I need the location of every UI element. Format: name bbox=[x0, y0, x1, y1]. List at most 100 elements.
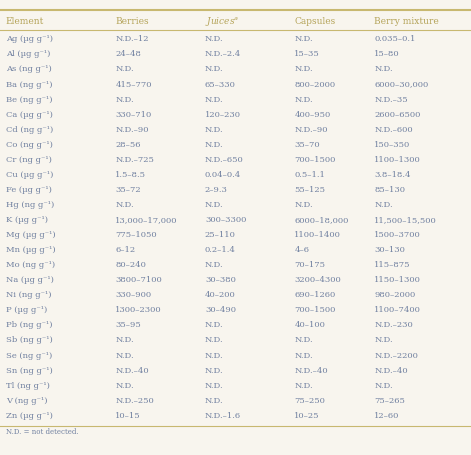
Text: 0.035–0.1: 0.035–0.1 bbox=[374, 35, 416, 43]
Text: 30–380: 30–380 bbox=[205, 276, 236, 284]
Text: 1300–2300: 1300–2300 bbox=[115, 306, 162, 314]
Text: N.D.–250: N.D.–250 bbox=[115, 397, 154, 404]
Text: N.D.: N.D. bbox=[294, 337, 313, 344]
Text: N.D. = not detected.: N.D. = not detected. bbox=[6, 428, 78, 435]
Text: 2–9.3: 2–9.3 bbox=[205, 186, 228, 194]
Text: N.D.–90: N.D.–90 bbox=[115, 126, 149, 134]
Text: Mo (ng g⁻¹): Mo (ng g⁻¹) bbox=[6, 261, 55, 269]
Text: 700–1500: 700–1500 bbox=[294, 306, 336, 314]
Text: Ba (ng g⁻¹): Ba (ng g⁻¹) bbox=[6, 81, 52, 89]
Text: 1150–1300: 1150–1300 bbox=[374, 276, 422, 284]
Text: N.D.: N.D. bbox=[205, 35, 224, 43]
Text: Capsules: Capsules bbox=[294, 17, 336, 26]
Text: Se (ng g⁻¹): Se (ng g⁻¹) bbox=[6, 352, 52, 359]
Text: 0.2–1.4: 0.2–1.4 bbox=[205, 246, 236, 254]
Text: 24–48: 24–48 bbox=[115, 51, 141, 58]
Text: N.D.–650: N.D.–650 bbox=[205, 156, 244, 164]
Text: 15–80: 15–80 bbox=[374, 51, 400, 58]
Text: N.D.–90: N.D.–90 bbox=[294, 126, 328, 134]
Text: N.D.–12: N.D.–12 bbox=[115, 35, 149, 43]
Text: N.D.–1.6: N.D.–1.6 bbox=[205, 412, 241, 420]
Text: N.D.: N.D. bbox=[205, 397, 224, 404]
Text: 55–125: 55–125 bbox=[294, 186, 325, 194]
Text: N.D.: N.D. bbox=[374, 66, 393, 73]
Text: 1500–3700: 1500–3700 bbox=[374, 231, 421, 239]
Text: N.D.: N.D. bbox=[374, 201, 393, 209]
Text: N.D.: N.D. bbox=[294, 382, 313, 389]
Text: N.D.–230: N.D.–230 bbox=[374, 321, 413, 329]
Text: Na (µg g⁻¹): Na (µg g⁻¹) bbox=[6, 276, 54, 284]
Text: Berries: Berries bbox=[115, 17, 149, 26]
Text: Mg (µg g⁻¹): Mg (µg g⁻¹) bbox=[6, 231, 55, 239]
Text: 10–15: 10–15 bbox=[115, 412, 141, 420]
Text: 980–2000: 980–2000 bbox=[374, 291, 416, 299]
Text: N.D.: N.D. bbox=[205, 126, 224, 134]
Text: 70–175: 70–175 bbox=[294, 261, 325, 269]
Text: 1100–1300: 1100–1300 bbox=[374, 156, 421, 164]
Text: 0.5–1.1: 0.5–1.1 bbox=[294, 171, 325, 179]
Text: N.D.: N.D. bbox=[205, 367, 224, 374]
Text: Sn (ng g⁻¹): Sn (ng g⁻¹) bbox=[6, 367, 52, 374]
Text: N.D.–2.4: N.D.–2.4 bbox=[205, 51, 241, 58]
Text: N.D.: N.D. bbox=[374, 337, 393, 344]
Text: 3800–7100: 3800–7100 bbox=[115, 276, 162, 284]
Text: Al (µg g⁻¹): Al (µg g⁻¹) bbox=[6, 51, 50, 58]
Text: 85–130: 85–130 bbox=[374, 186, 406, 194]
Text: N.D.: N.D. bbox=[374, 382, 393, 389]
Text: N.D.: N.D. bbox=[115, 201, 134, 209]
Text: 330–710: 330–710 bbox=[115, 111, 152, 119]
Text: N.D.: N.D. bbox=[205, 96, 224, 104]
Text: 35–72: 35–72 bbox=[115, 186, 141, 194]
Text: 6–12: 6–12 bbox=[115, 246, 136, 254]
Text: 1.5–8.5: 1.5–8.5 bbox=[115, 171, 146, 179]
Text: 40–100: 40–100 bbox=[294, 321, 325, 329]
Text: 2600–6500: 2600–6500 bbox=[374, 111, 421, 119]
Text: Juices$^a$: Juices$^a$ bbox=[205, 15, 239, 28]
Text: Sb (ng g⁻¹): Sb (ng g⁻¹) bbox=[6, 337, 52, 344]
Text: 3200–4300: 3200–4300 bbox=[294, 276, 341, 284]
Text: 1100–7400: 1100–7400 bbox=[374, 306, 422, 314]
Text: 10–25: 10–25 bbox=[294, 412, 320, 420]
Text: N.D.–40: N.D.–40 bbox=[115, 367, 149, 374]
Text: 415–770: 415–770 bbox=[115, 81, 152, 89]
Text: Pb (ng g⁻¹): Pb (ng g⁻¹) bbox=[6, 321, 52, 329]
Text: N.D.: N.D. bbox=[294, 352, 313, 359]
Text: 12–60: 12–60 bbox=[374, 412, 400, 420]
Text: Cd (ng g⁻¹): Cd (ng g⁻¹) bbox=[6, 126, 53, 134]
Text: 75–265: 75–265 bbox=[374, 397, 406, 404]
Text: 80–240: 80–240 bbox=[115, 261, 146, 269]
Text: N.D.: N.D. bbox=[294, 201, 313, 209]
Text: Cu (µg g⁻¹): Cu (µg g⁻¹) bbox=[6, 171, 53, 179]
Text: 4–6: 4–6 bbox=[294, 246, 309, 254]
Text: Ca (µg g⁻¹): Ca (µg g⁻¹) bbox=[6, 111, 53, 119]
Text: 6000–30,000: 6000–30,000 bbox=[374, 81, 429, 89]
Text: Element: Element bbox=[6, 17, 44, 26]
Text: Zn (µg g⁻¹): Zn (µg g⁻¹) bbox=[6, 412, 53, 420]
Text: Ni (ng g⁻¹): Ni (ng g⁻¹) bbox=[6, 291, 51, 299]
Text: N.D.: N.D. bbox=[205, 382, 224, 389]
Text: N.D.: N.D. bbox=[115, 382, 134, 389]
Text: 330–900: 330–900 bbox=[115, 291, 152, 299]
Text: N.D.: N.D. bbox=[115, 66, 134, 73]
Text: 40–200: 40–200 bbox=[205, 291, 236, 299]
Text: N.D.: N.D. bbox=[294, 35, 313, 43]
Text: 30–130: 30–130 bbox=[374, 246, 406, 254]
Text: 35–70: 35–70 bbox=[294, 141, 320, 149]
Text: 25–110: 25–110 bbox=[205, 231, 236, 239]
Text: 700–1500: 700–1500 bbox=[294, 156, 336, 164]
Text: 65–330: 65–330 bbox=[205, 81, 236, 89]
Text: 115–875: 115–875 bbox=[374, 261, 411, 269]
Text: N.D.–35: N.D.–35 bbox=[374, 96, 408, 104]
Text: N.D.: N.D. bbox=[205, 337, 224, 344]
Text: N.D.–725: N.D.–725 bbox=[115, 156, 154, 164]
Text: 150–350: 150–350 bbox=[374, 141, 411, 149]
Text: Hg (ng g⁻¹): Hg (ng g⁻¹) bbox=[6, 201, 54, 209]
Text: N.D.: N.D. bbox=[115, 352, 134, 359]
Text: Mn (µg g⁻¹): Mn (µg g⁻¹) bbox=[6, 246, 55, 254]
Text: 800–2000: 800–2000 bbox=[294, 81, 335, 89]
Text: N.D.: N.D. bbox=[205, 66, 224, 73]
Text: N.D.: N.D. bbox=[294, 66, 313, 73]
Text: 15–35: 15–35 bbox=[294, 51, 320, 58]
Text: Co (ng g⁻¹): Co (ng g⁻¹) bbox=[6, 141, 53, 149]
Text: N.D.–600: N.D.–600 bbox=[374, 126, 413, 134]
